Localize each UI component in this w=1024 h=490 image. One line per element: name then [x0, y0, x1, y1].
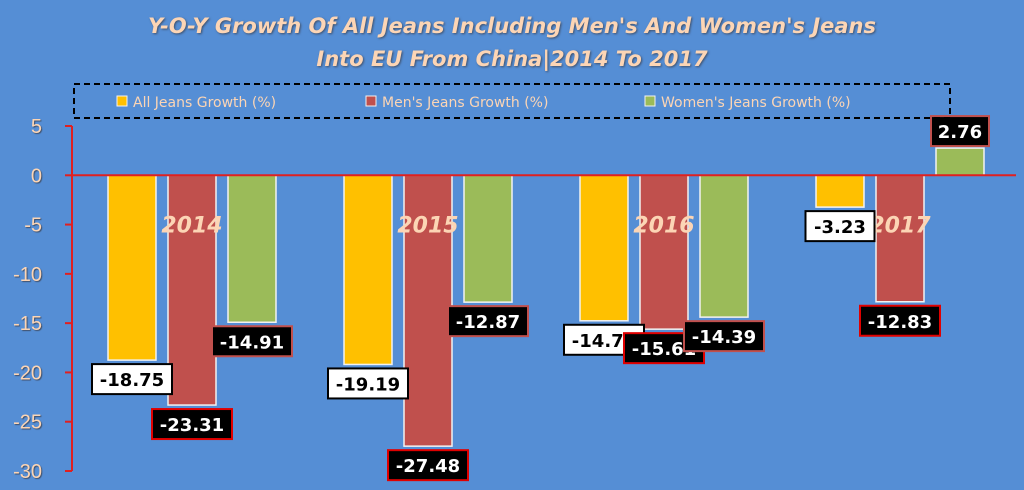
y-tick-label: -5 [24, 215, 42, 237]
data-label: -14.76 [572, 331, 636, 352]
category-label: 2015 [397, 214, 458, 239]
y-tick-label: -25 [13, 412, 42, 434]
data-label-box [387, 449, 469, 482]
data-label: -23.31 [160, 415, 224, 436]
bar [107, 174, 157, 361]
y-tick-label: -10 [13, 264, 42, 286]
category-label: 2014 [161, 214, 222, 239]
data-label: 2.76 [938, 122, 982, 143]
category-label: 2017 [869, 214, 931, 239]
bar [935, 147, 985, 177]
data-label: -19.19 [336, 374, 400, 395]
chart-title-line-2: Into EU From China|2014 To 2017 [316, 47, 708, 71]
data-label-box [91, 363, 173, 396]
data-label-box [804, 210, 876, 243]
bar [639, 174, 689, 330]
bar [227, 174, 277, 324]
legend-swatch [116, 95, 128, 107]
bar [875, 174, 925, 303]
y-tick-label: -30 [13, 461, 42, 483]
legend-label: All Jeans Growth (%) [133, 95, 276, 111]
legend-swatch [644, 95, 656, 107]
bar [579, 174, 629, 322]
bar [343, 174, 393, 366]
data-label-box [683, 320, 765, 353]
data-label: -27.48 [396, 456, 460, 477]
y-tick-label: 0 [31, 165, 42, 187]
y-tick-label: 5 [31, 116, 42, 138]
data-label: -12.83 [868, 312, 932, 333]
bar [815, 174, 865, 208]
category-label: 2016 [633, 214, 694, 239]
data-label-box [327, 367, 409, 400]
data-label-box [151, 408, 233, 441]
legend-label: Men's Jeans Growth (%) [382, 95, 548, 111]
bar [463, 174, 513, 303]
data-label-box [930, 115, 990, 148]
data-label-box [859, 304, 941, 337]
data-label: -12.87 [456, 312, 520, 333]
y-tick-label: -15 [13, 313, 42, 335]
legend-swatch [365, 95, 377, 107]
bar [699, 174, 749, 318]
data-label: -14.91 [220, 332, 284, 353]
data-label-box [447, 305, 529, 338]
chart-title-line-1: Y-O-Y Growth Of All Jeans Including Men'… [148, 14, 876, 38]
legend-label: Women's Jeans Growth (%) [661, 95, 851, 111]
bar [403, 174, 453, 447]
y-tick-label: -20 [13, 362, 42, 384]
data-label: -3.23 [814, 217, 866, 238]
bar [167, 174, 217, 406]
data-label-box [211, 325, 293, 358]
data-label: -18.75 [100, 370, 164, 391]
legend-box [73, 83, 951, 119]
data-label: -14.39 [692, 327, 756, 348]
data-label: -15.61 [632, 339, 696, 360]
